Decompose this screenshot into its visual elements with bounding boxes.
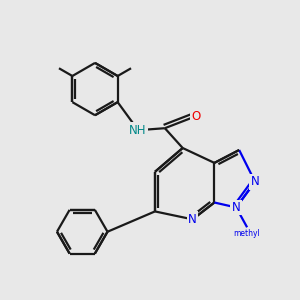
Text: NH: NH xyxy=(129,124,147,137)
Text: N: N xyxy=(250,175,260,188)
Text: O: O xyxy=(191,110,200,123)
Text: N: N xyxy=(232,201,241,214)
Text: N: N xyxy=(188,213,197,226)
Text: methyl: methyl xyxy=(234,229,260,238)
